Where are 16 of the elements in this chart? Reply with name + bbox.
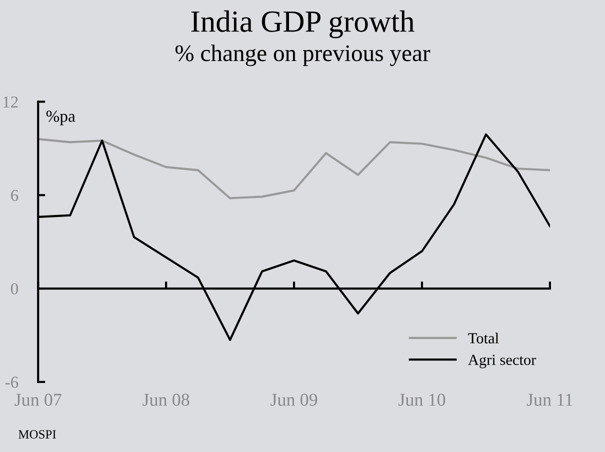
y-tick-label: 0 <box>10 283 18 294</box>
text: MOSPI <box>18 430 56 439</box>
y-axis-title: %pa <box>46 110 76 126</box>
y-tick-label: -6 <box>5 376 18 388</box>
x-tick-label: Jun 08 <box>142 394 190 406</box>
x-tick-label: Jun 11 <box>526 394 572 406</box>
chart-title: India GDP growth <box>191 10 414 38</box>
legend-label: Agri sector <box>468 354 536 368</box>
x-tick-label: Jun 10 <box>398 394 446 406</box>
x-tick-label: Jun 07 <box>14 394 62 406</box>
x-tick-label: Jun 09 <box>270 394 318 406</box>
legend-label: Total <box>468 332 499 344</box>
chart-subtitle: % change on previous year <box>175 44 430 66</box>
line-series <box>38 138 550 200</box>
y-tick-label: 12 <box>3 96 18 108</box>
y-tick-label: 6 <box>11 190 18 202</box>
